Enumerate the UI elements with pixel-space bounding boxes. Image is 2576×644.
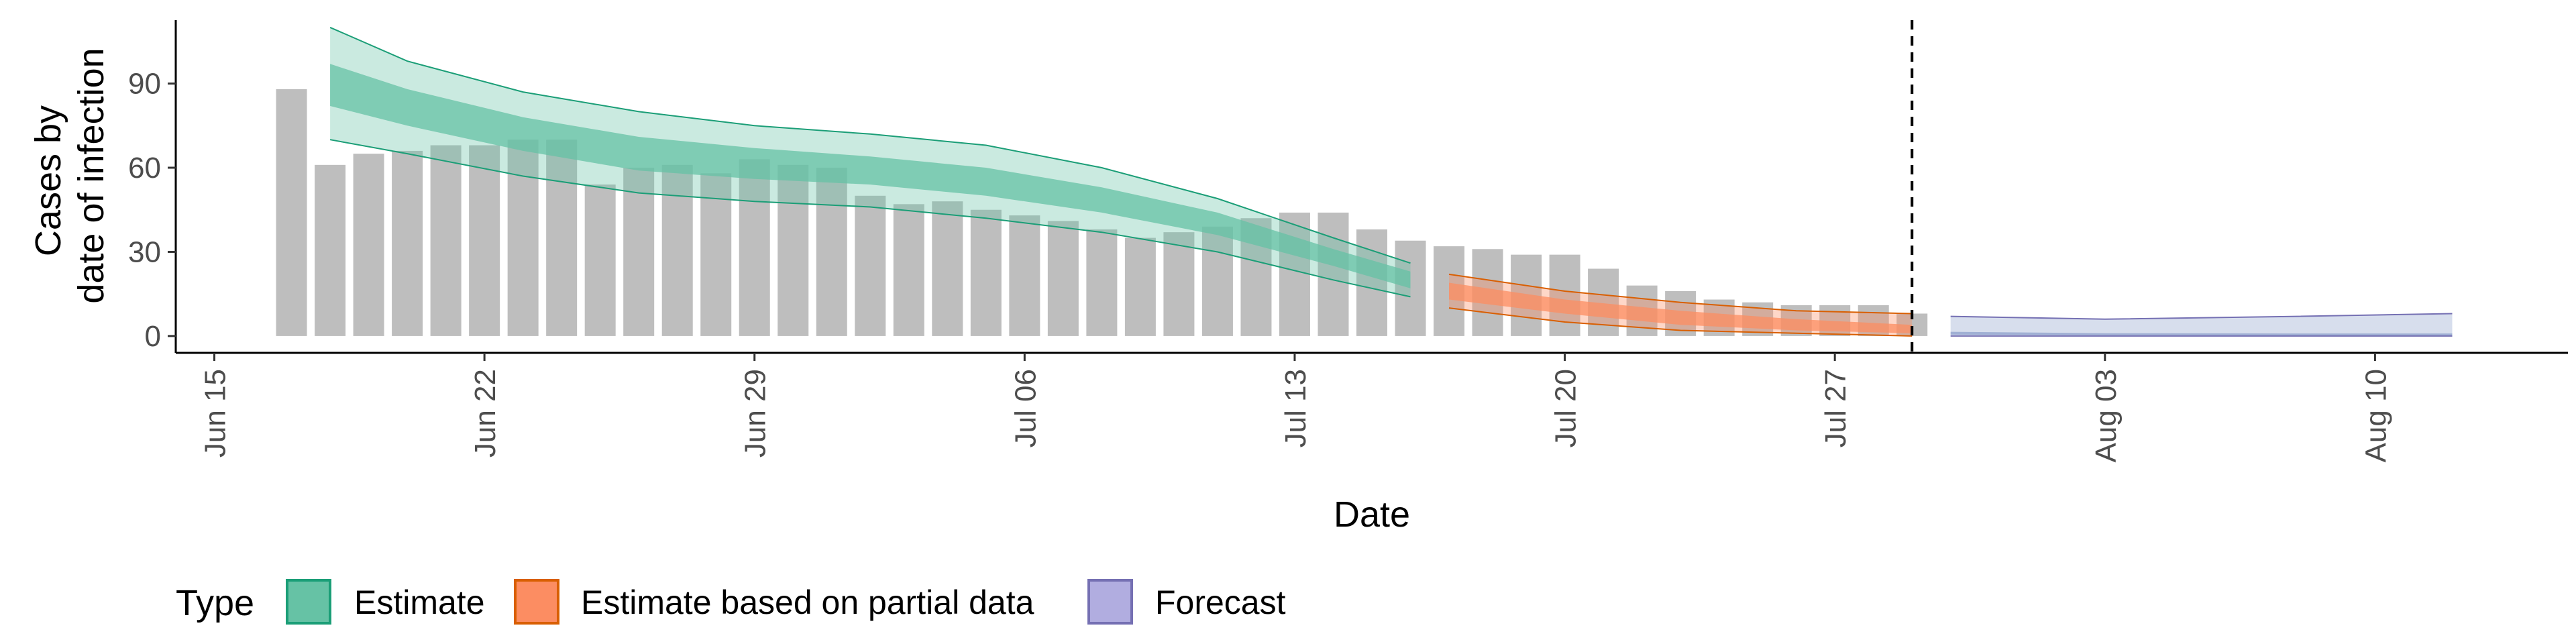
inner-band-estimate: [330, 64, 1411, 288]
case-bar: [315, 164, 346, 336]
legend-label-partial: Estimate based on partial data: [581, 584, 1034, 621]
legend-title: Type: [176, 583, 254, 623]
case-bar: [1201, 226, 1233, 336]
case-bar: [1395, 240, 1426, 336]
case-bar: [1009, 215, 1040, 336]
legend-key-estimate: [286, 579, 331, 625]
y-ticks: 0 30 60 90: [128, 68, 176, 353]
case-bar: [623, 168, 655, 336]
inner-band-forecast: [1950, 331, 2453, 336]
case-bar: [777, 164, 809, 336]
case-bar: [1086, 229, 1118, 336]
case-bar: [700, 173, 732, 336]
y-axis-title-line-1: Cases by: [28, 105, 68, 256]
case-bar: [970, 209, 1002, 336]
case-bar: [1124, 237, 1156, 336]
case-bar: [1279, 212, 1310, 336]
case-bar: [1163, 232, 1195, 336]
case-bars: [276, 89, 1928, 336]
case-bar: [1318, 212, 1349, 336]
x-tick-label: Jun 15: [199, 369, 232, 458]
case-bar: [276, 89, 307, 336]
y-axis-title: Cases by date of infection: [28, 48, 111, 303]
case-bar: [507, 140, 539, 336]
band-estimate: [329, 26, 1411, 298]
upper-bound-forecast: [1950, 313, 2453, 320]
case-bar: [469, 145, 500, 336]
x-tick-label: Jul 20: [1550, 369, 1582, 447]
x-tick-label: Jul 06: [1009, 369, 1042, 447]
legend-key-forecast: [1087, 579, 1133, 625]
x-tick-label: Jun 22: [469, 369, 502, 458]
x-tick-label: Aug 03: [2090, 369, 2123, 462]
inner-band-estimate-based-on-partial-data: [1449, 282, 1913, 333]
case-bar: [816, 168, 847, 336]
x-axis-title: Date: [1334, 494, 1410, 535]
x-tick-label: Jun 29: [739, 369, 772, 458]
case-bar: [661, 164, 693, 336]
case-bar: [893, 204, 924, 336]
upper-bound-estimate: [329, 26, 1411, 264]
legend: Type Estimate Estimate based on partial …: [176, 579, 1286, 625]
y-tick-label: 60: [128, 152, 161, 184]
case-bar: [584, 184, 616, 336]
legend-key-partial: [514, 579, 559, 625]
y-tick-label: 90: [128, 68, 161, 101]
x-tick-label: Jul 27: [1819, 369, 1852, 447]
band-estimate-based-on-partial-data: [1448, 273, 1913, 337]
y-axis-title-line-2: date of infection: [71, 48, 111, 303]
legend-label-forecast: Forecast: [1155, 584, 1286, 621]
case-bar: [739, 159, 770, 336]
x-tick-label: Aug 10: [2359, 369, 2392, 462]
x-tick-label: Jul 13: [1279, 369, 1312, 447]
axes: [174, 20, 2568, 354]
case-bar: [855, 195, 886, 336]
y-tick-label: 30: [128, 235, 161, 268]
case-bar: [430, 145, 462, 336]
y-tick-label: 0: [145, 320, 161, 353]
lower-bound-estimate: [329, 139, 1411, 298]
estimate-bands: [329, 26, 2453, 337]
upper-bound-estimate-based-on-partial-data: [1448, 273, 1913, 315]
legend-label-estimate: Estimate: [354, 584, 485, 621]
case-bar: [353, 154, 384, 336]
case-bar: [932, 201, 963, 336]
case-bar: [1047, 221, 1079, 336]
case-bar: [392, 150, 423, 336]
lower-bound-estimate-based-on-partial-data: [1448, 307, 1913, 337]
x-ticks: Jun 15 Jun 22 Jun 29 Jul 06 Jul 13 Jul 20 Jul …: [199, 353, 2392, 462]
band-forecast: [1950, 313, 2453, 337]
case-bar: [546, 140, 578, 336]
